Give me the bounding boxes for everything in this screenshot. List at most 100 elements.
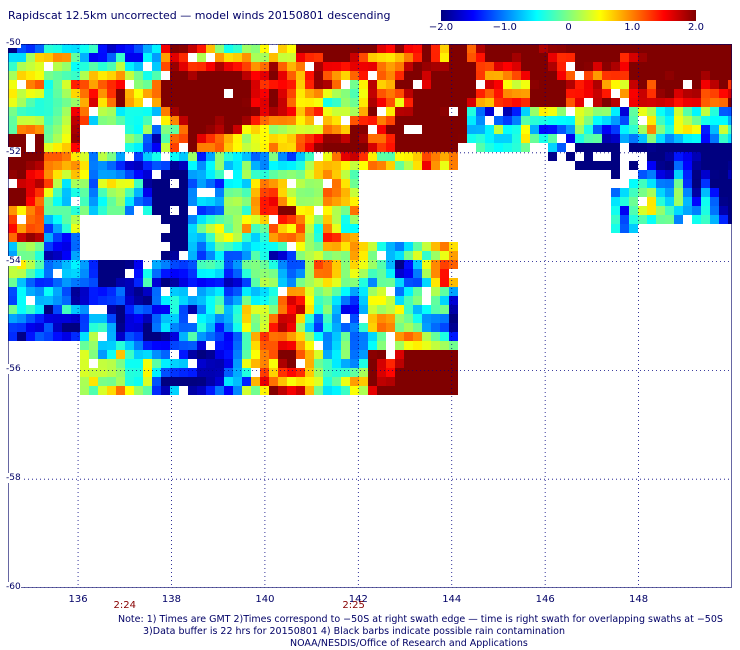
wind-difference-cell: [557, 125, 566, 134]
wind-difference-cell: [584, 62, 593, 71]
wind-difference-cell: [350, 206, 359, 215]
wind-difference-cell: [53, 224, 62, 233]
wind-difference-cell: [350, 323, 359, 332]
wind-difference-cell: [665, 197, 674, 206]
wind-difference-cell: [296, 125, 305, 134]
wind-difference-cell: [701, 215, 710, 224]
wind-difference-cell: [710, 215, 719, 224]
wind-difference-cell: [656, 134, 665, 143]
wind-difference-cell: [539, 116, 548, 125]
wind-difference-cell: [89, 152, 98, 161]
wind-difference-cell: [404, 323, 413, 332]
wind-difference-cell: [224, 233, 233, 242]
wind-difference-cell: [17, 116, 26, 125]
wind-difference-cell: [242, 125, 251, 134]
wind-difference-cell: [206, 305, 215, 314]
wind-difference-cell: [404, 296, 413, 305]
wind-difference-cell: [647, 107, 656, 116]
wind-difference-cell: [125, 179, 134, 188]
wind-difference-cell: [98, 314, 107, 323]
wind-difference-cell: [485, 44, 494, 53]
wind-difference-cell: [260, 359, 269, 368]
wind-difference-cell: [170, 161, 179, 170]
wind-difference-cell: [287, 188, 296, 197]
wind-difference-cell: [287, 215, 296, 224]
wind-difference-cell: [494, 116, 503, 125]
wind-difference-cell: [188, 152, 197, 161]
wind-difference-cell: [485, 80, 494, 89]
wind-difference-cell: [359, 287, 368, 296]
wind-difference-cell: [206, 287, 215, 296]
wind-difference-cell: [26, 305, 35, 314]
wind-difference-cell: [665, 53, 674, 62]
wind-difference-cell: [107, 260, 116, 269]
wind-difference-cell: [80, 44, 89, 53]
wind-difference-cell: [386, 305, 395, 314]
wind-difference-cell: [395, 386, 404, 395]
wind-difference-cell: [197, 305, 206, 314]
wind-difference-cell: [143, 116, 152, 125]
wind-difference-cell: [314, 224, 323, 233]
wind-difference-cell: [566, 98, 575, 107]
wind-difference-cell: [53, 98, 62, 107]
wind-difference-cell: [188, 170, 197, 179]
wind-difference-cell: [53, 89, 62, 98]
wind-difference-cell: [98, 152, 107, 161]
wind-difference-cell: [17, 125, 26, 134]
wind-difference-cell: [449, 350, 458, 359]
wind-difference-cell: [314, 332, 323, 341]
wind-difference-cell: [332, 332, 341, 341]
wind-difference-cell: [611, 107, 620, 116]
wind-difference-cell: [638, 125, 647, 134]
wind-difference-cell: [62, 161, 71, 170]
wind-difference-cell: [215, 44, 224, 53]
wind-difference-cell: [17, 251, 26, 260]
wind-difference-cell: [233, 251, 242, 260]
wind-difference-cell: [98, 44, 107, 53]
wind-difference-cell: [161, 260, 170, 269]
wind-difference-cell: [377, 323, 386, 332]
wind-difference-cell: [521, 44, 530, 53]
wind-difference-cell: [224, 215, 233, 224]
wind-difference-cell: [332, 278, 341, 287]
wind-difference-cell: [332, 98, 341, 107]
wind-difference-cell: [449, 305, 458, 314]
wind-difference-cell: [539, 98, 548, 107]
wind-difference-cell: [233, 143, 242, 152]
wind-difference-cell: [350, 170, 359, 179]
wind-difference-cell: [287, 386, 296, 395]
wind-difference-cell: [215, 179, 224, 188]
wind-difference-cell: [35, 242, 44, 251]
wind-difference-cell: [233, 161, 242, 170]
wind-difference-cell: [125, 170, 134, 179]
wind-difference-cell: [449, 332, 458, 341]
wind-difference-cell: [287, 260, 296, 269]
wind-difference-cell: [611, 44, 620, 53]
wind-difference-cell: [467, 98, 476, 107]
wind-difference-cell: [242, 107, 251, 116]
wind-difference-cell: [233, 62, 242, 71]
wind-difference-cell: [350, 161, 359, 170]
wind-difference-cell: [71, 215, 80, 224]
wind-difference-cell: [53, 188, 62, 197]
wind-difference-cell: [179, 269, 188, 278]
wind-difference-cell: [305, 179, 314, 188]
wind-difference-cell: [413, 98, 422, 107]
wind-difference-cell: [35, 260, 44, 269]
wind-difference-cell: [548, 62, 557, 71]
wind-difference-cell: [494, 125, 503, 134]
wind-difference-cell: [134, 323, 143, 332]
wind-difference-cell: [512, 125, 521, 134]
wind-difference-cell: [71, 323, 80, 332]
wind-difference-cell: [134, 125, 143, 134]
wind-difference-cell: [323, 98, 332, 107]
wind-difference-cell: [719, 197, 728, 206]
wind-difference-cell: [431, 125, 440, 134]
wind-difference-cell: [314, 251, 323, 260]
wind-difference-cell: [440, 377, 449, 386]
wind-difference-cell: [134, 377, 143, 386]
wind-difference-cell: [107, 107, 116, 116]
wind-difference-cell: [458, 134, 467, 143]
wind-difference-cell: [296, 332, 305, 341]
wind-difference-cell: [251, 179, 260, 188]
